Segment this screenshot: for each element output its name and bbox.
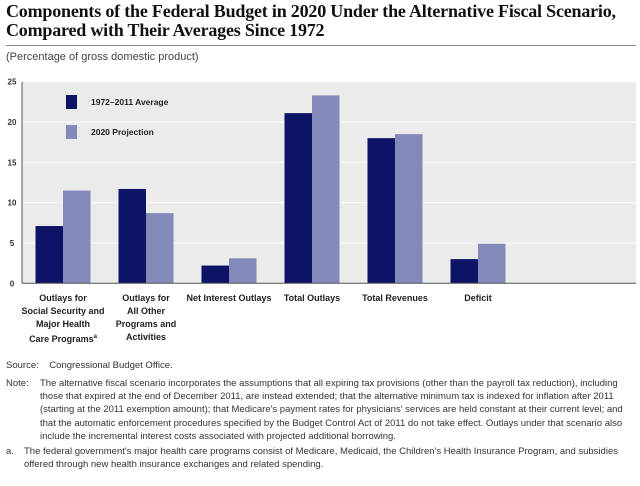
legend-swatch bbox=[66, 125, 77, 139]
bar-projection bbox=[63, 190, 91, 284]
y-tick-label: 20 bbox=[8, 118, 17, 127]
footnote: a. The federal government's major health … bbox=[6, 445, 636, 471]
x-category-label: Outlays for Social Security and Major Heal… bbox=[21, 293, 105, 344]
bar-projection bbox=[395, 134, 423, 284]
bar-average bbox=[35, 226, 63, 284]
bar-average bbox=[284, 113, 312, 284]
x-category-label: Net Interest Outlays bbox=[186, 293, 272, 303]
legend-label: 1972–2011 Average bbox=[91, 97, 169, 107]
bar-average bbox=[201, 265, 229, 284]
x-category-label: Total Outlays bbox=[283, 293, 341, 303]
title-line-2: Compared with Their Averages Since 1972 bbox=[6, 20, 325, 40]
bar-average bbox=[118, 188, 146, 284]
footnote-text: The federal government's major health ca… bbox=[24, 446, 618, 471]
legend-swatch bbox=[66, 95, 77, 109]
y-tick-label: 10 bbox=[8, 199, 17, 208]
note-label: Note: bbox=[6, 378, 29, 389]
note: Note: The alternative fiscal scenario inc… bbox=[6, 377, 636, 443]
y-tick-label: 25 bbox=[8, 78, 17, 87]
bar-projection bbox=[312, 95, 340, 284]
bar-chart: 0 5 10 15 20 25 1972–2011 Average 2020 Projecti… bbox=[8, 78, 636, 288]
note-text: The alternative fiscal scenario incorpor… bbox=[40, 378, 623, 442]
title-rule bbox=[6, 45, 636, 46]
y-tick-label: 5 bbox=[10, 239, 15, 248]
y-axis-label: (Percentage of gross domestic product) bbox=[6, 51, 199, 63]
source-text: Congressional Budget Office. bbox=[49, 360, 173, 371]
chart-title: Components of the Federal Budget in 2020… bbox=[6, 2, 616, 40]
bar-projection bbox=[478, 243, 506, 284]
bar-projection bbox=[229, 258, 257, 284]
footnote-label: a. bbox=[6, 446, 14, 457]
bar-projection bbox=[146, 213, 174, 284]
y-tick-label: 0 bbox=[10, 279, 15, 288]
source-label: Source: bbox=[6, 360, 39, 371]
x-category-label: Total Revenues bbox=[362, 293, 428, 303]
legend-label: 2020 Projection bbox=[91, 127, 154, 137]
x-category-label: Deficit bbox=[464, 293, 492, 303]
x-category-label: Outlays for All Other Programs and Activiti… bbox=[115, 293, 177, 342]
source: Source: Congressional Budget Office. bbox=[6, 360, 173, 371]
title-line-1: Components of the Federal Budget in 2020… bbox=[6, 1, 616, 21]
y-tick-label: 15 bbox=[8, 158, 17, 167]
bar-average bbox=[450, 259, 478, 284]
bar-average bbox=[367, 138, 395, 284]
